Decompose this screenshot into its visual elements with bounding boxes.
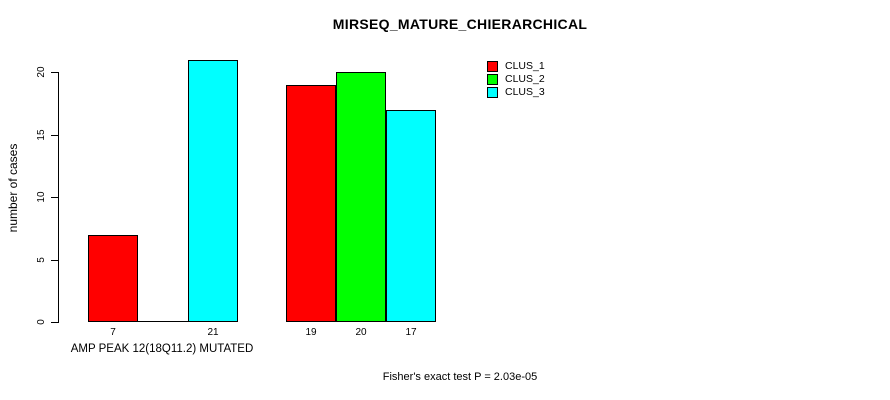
- bar-value-label: 21: [207, 327, 219, 338]
- zero-height-bar-clus_2: [137, 321, 188, 322]
- legend-item: CLUS_1: [487, 61, 545, 72]
- legend-label: CLUS_1: [505, 60, 545, 72]
- y-tick: [51, 134, 58, 136]
- legend: CLUS_1 CLUS_2 CLUS_3: [487, 61, 545, 100]
- bar-value-label: 7: [110, 327, 116, 338]
- bar-clus_2-group2: [336, 72, 386, 322]
- y-axis-line: [58, 72, 59, 323]
- legend-label: CLUS_3: [505, 86, 545, 98]
- bar-clus_3-group2: [386, 109, 436, 322]
- x-category-label: AMP PEAK 12(18Q11.2) MUTATED: [70, 343, 254, 355]
- y-tick: [51, 259, 58, 261]
- bar-clus_1-group2: [286, 84, 336, 322]
- legend-label: CLUS_2: [505, 73, 545, 85]
- legend-item: CLUS_3: [487, 87, 545, 98]
- y-tick-label: 0: [36, 319, 47, 325]
- y-tick-label: 20: [36, 66, 47, 78]
- legend-swatch-clus_3: [487, 87, 498, 98]
- legend-swatch-clus_1: [487, 61, 498, 72]
- y-axis-title: number of cases: [6, 143, 20, 233]
- bar-clus_3-group1: [188, 59, 238, 322]
- bar-clus_1-group1: [88, 234, 138, 322]
- legend-item: CLUS_2: [487, 74, 545, 85]
- legend-swatch-clus_2: [487, 74, 498, 85]
- y-tick: [51, 322, 58, 323]
- chart-title: MIRSEQ_MATURE_CHIERARCHICAL: [332, 16, 588, 32]
- y-tick-label: 5: [36, 256, 47, 263]
- bar-value-label: 17: [405, 327, 417, 338]
- y-tick: [51, 197, 58, 198]
- bar-value-label: 20: [355, 327, 367, 338]
- y-tick-label: 10: [36, 191, 47, 203]
- pvalue-annotation: Fisher's exact test P = 2.03e-05: [382, 371, 538, 383]
- y-tick-label: 15: [36, 128, 47, 141]
- bar-value-label: 19: [305, 327, 317, 338]
- y-tick: [51, 72, 58, 73]
